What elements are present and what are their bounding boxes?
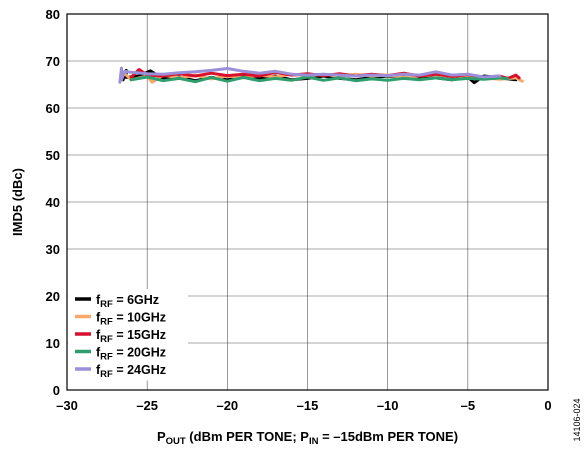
y-tick-label: 10 <box>46 336 60 351</box>
x-tick-label: –15 <box>297 398 319 413</box>
legend-label: fRF = 6GHz <box>96 293 159 310</box>
y-tick-label: 40 <box>46 195 60 210</box>
legend-label: fRF = 20GHz <box>96 346 166 363</box>
series-line <box>129 75 510 84</box>
y-tick-label: 60 <box>46 101 60 116</box>
figure-id: 14106-024 <box>572 398 582 441</box>
x-label-end: = –15dBm PER TONE) <box>318 429 458 444</box>
legend-label: fRF = 10GHz <box>96 311 166 328</box>
x-label-sub-in: IN <box>309 436 319 447</box>
x-tick-label: –10 <box>377 398 399 413</box>
tick-labels: –30 –25 –20 –15 –10 –5 0 0 10 20 30 40 50 60 70 80 <box>46 7 552 413</box>
legend-label: fRF = 24GHz <box>96 363 166 380</box>
legend-label: fRF = 15GHz <box>96 328 166 345</box>
x-tick-label: –20 <box>216 398 238 413</box>
x-tick-label: –25 <box>136 398 158 413</box>
x-tick-label: 0 <box>544 398 551 413</box>
series-line <box>118 66 502 84</box>
y-tick-label: 20 <box>46 289 60 304</box>
y-tick-label: 0 <box>53 383 60 398</box>
y-tick-label: 50 <box>46 148 60 163</box>
y-tick-label: 30 <box>46 242 60 257</box>
x-tick-label: –30 <box>56 398 78 413</box>
series-layer <box>118 66 524 85</box>
y-tick-label: 70 <box>46 54 60 69</box>
x-label-sub-out: OUT <box>166 436 186 447</box>
x-label-main: P <box>157 429 166 444</box>
x-label-mid: (dBm PER TONE; P <box>186 429 310 444</box>
x-axis-label: POUT (dBm PER TONE; PIN = –15dBm PER TON… <box>157 429 458 447</box>
plot-frame <box>66 13 549 391</box>
y-axis-label: IMD5 (dBc) <box>10 168 25 236</box>
x-tick-label: –5 <box>461 398 475 413</box>
y-tick-label: 80 <box>46 7 60 22</box>
